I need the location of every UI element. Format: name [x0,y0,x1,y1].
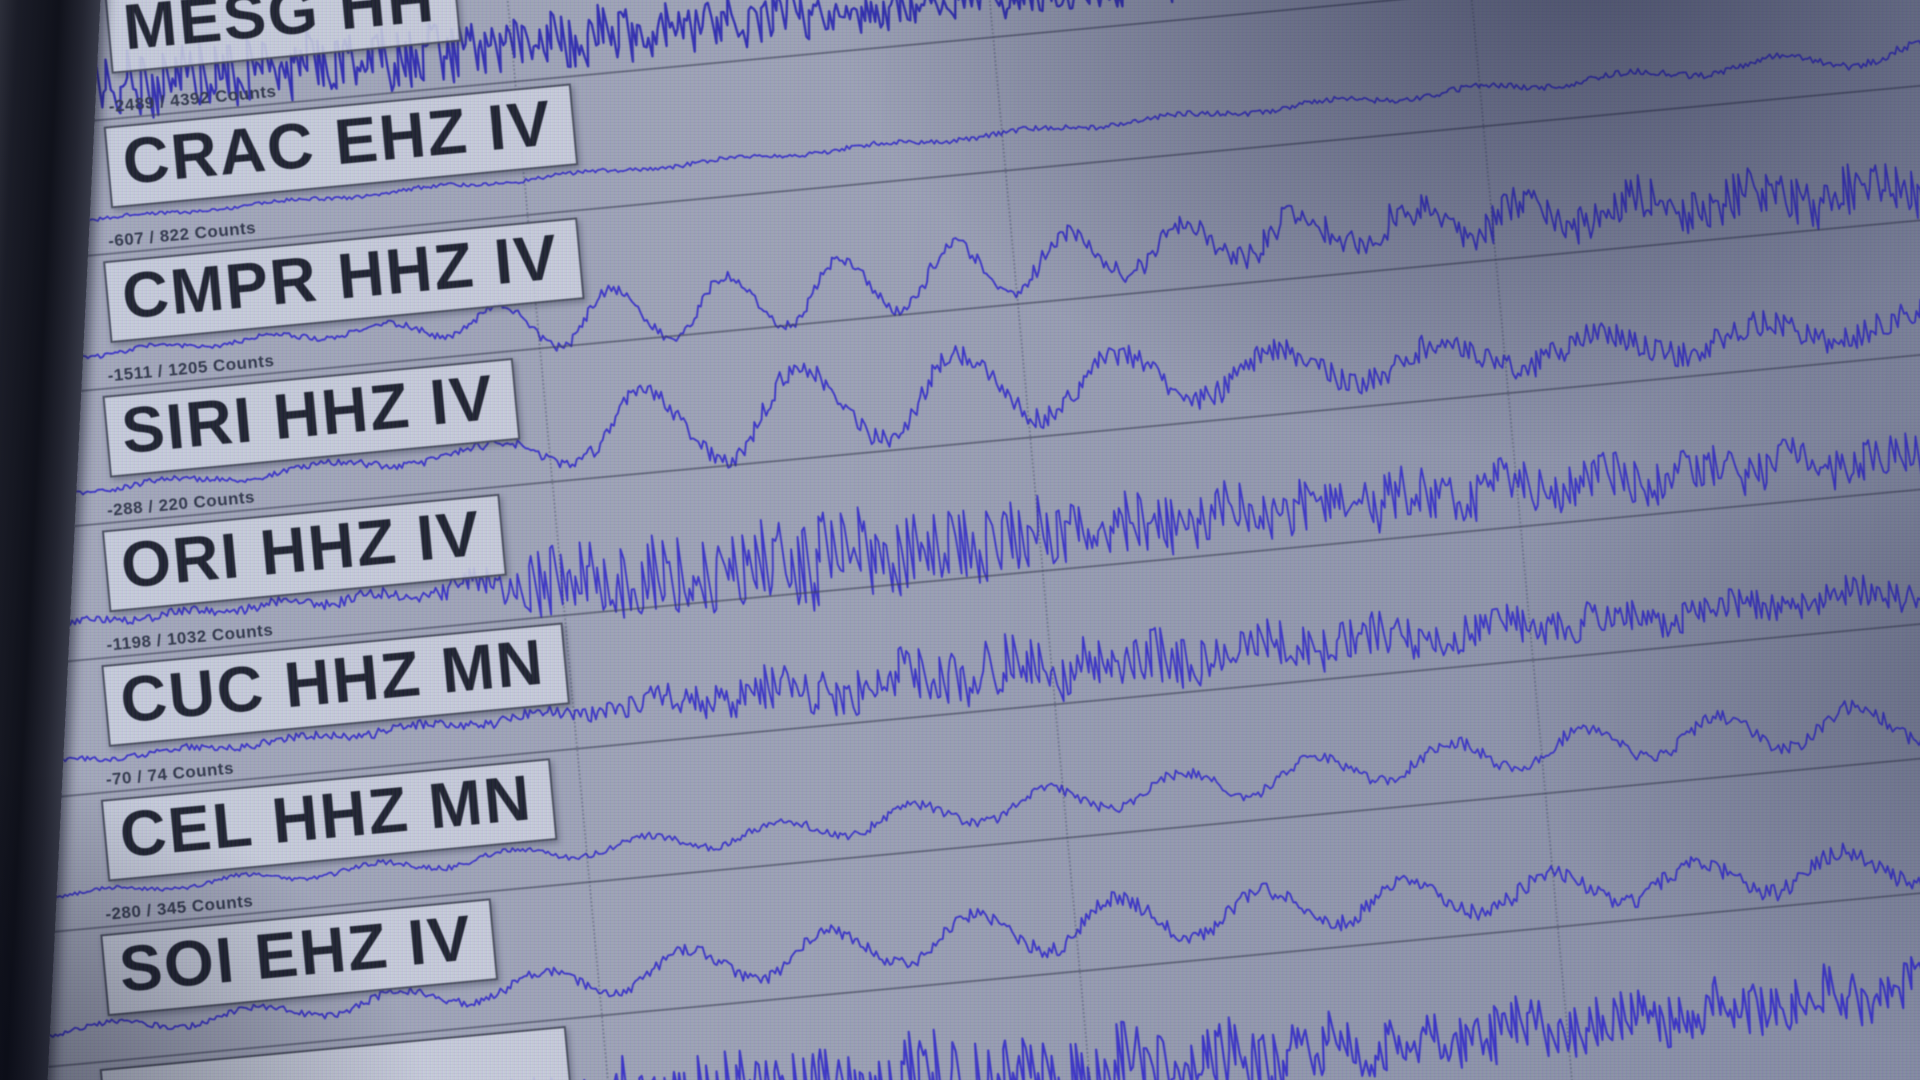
photographed-monitor: MESG HH -2489 / 4392 Counts CRAC EHZ IV … [0,0,1920,1080]
seismograph-screen: MESG HH -2489 / 4392 Counts CRAC EHZ IV … [0,0,1920,1080]
